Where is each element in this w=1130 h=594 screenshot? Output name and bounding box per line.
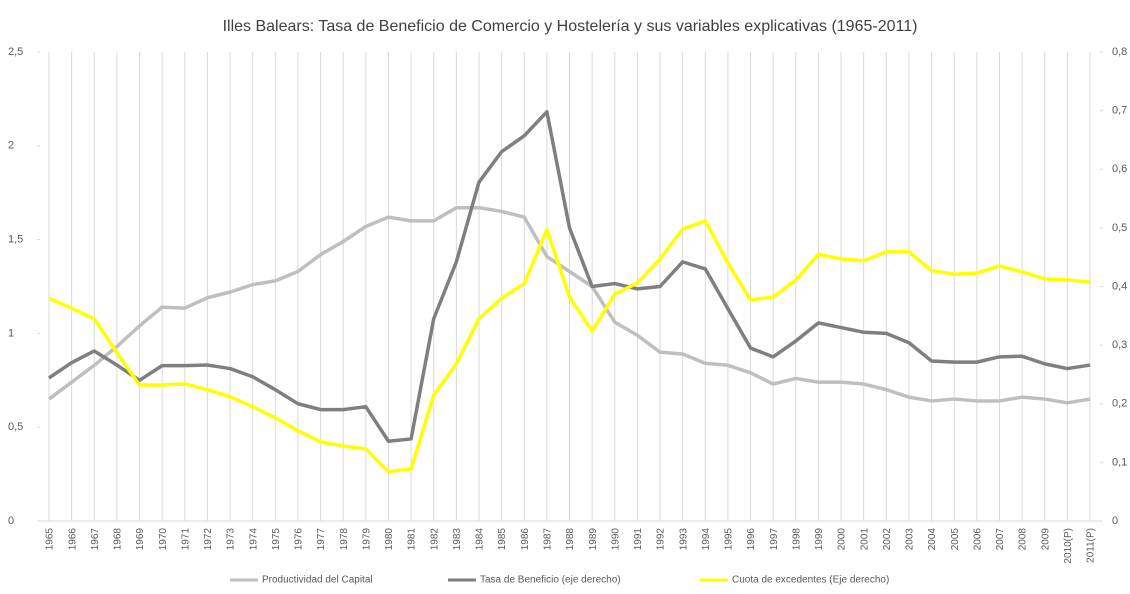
x-tick-label: 1978 — [339, 528, 350, 551]
y2-tick-label: 0,4 — [1112, 280, 1127, 292]
x-tick-label: 1994 — [701, 528, 712, 551]
x-tick-label: 2006 — [972, 528, 983, 551]
x-tick-label: 1966 — [67, 528, 78, 551]
x-tick-label: 2002 — [882, 528, 893, 551]
x-tick-label: 2001 — [859, 528, 870, 551]
x-tick-label: 1990 — [610, 528, 621, 551]
y-tick-label: 0,5 — [8, 421, 23, 433]
x-tick-label: 1995 — [724, 528, 735, 551]
y-tick-label: 0 — [8, 515, 14, 527]
x-tick-label: 1968 — [113, 528, 124, 551]
x-tick-label: 1988 — [565, 528, 576, 551]
y2-tick-label: 0,2 — [1112, 398, 1127, 410]
x-tick-label: 1983 — [452, 528, 463, 551]
x-tick-label: 2000 — [837, 528, 848, 551]
y-tick-label: 1 — [8, 327, 14, 339]
chart-title: Illes Balears: Tasa de Beneficio de Come… — [223, 18, 918, 35]
series-line — [48, 219, 1091, 474]
y2-tick-label: 0,7 — [1112, 105, 1127, 117]
x-tick-label: 1965 — [45, 528, 56, 551]
legend-label: Cuota de excedentes (Eje derecho) — [732, 575, 889, 586]
x-tick-label: 1999 — [814, 528, 825, 551]
y2-tick-label: 0,1 — [1112, 456, 1127, 468]
legend-label: Tasa de Beneficio (eje derecho) — [480, 575, 621, 586]
x-tick-label: 1972 — [203, 528, 214, 551]
x-tick-label: 1996 — [746, 528, 757, 551]
x-tick-label: 2008 — [1018, 528, 1029, 551]
series-line — [47, 205, 1091, 405]
x-tick-label: 1997 — [769, 528, 780, 551]
x-tick-label: 1984 — [475, 528, 486, 551]
x-tick-label: 1967 — [90, 528, 101, 551]
x-tick-label: 1982 — [429, 528, 440, 551]
x-tick-label: 1974 — [248, 528, 259, 551]
series-line — [48, 110, 1091, 444]
x-tick-label: 1976 — [294, 528, 305, 551]
x-tick-label: 1971 — [180, 528, 191, 551]
x-tick-label: 2004 — [927, 528, 938, 551]
y2-tick-label: 0 — [1112, 515, 1118, 527]
x-tick-label: 1981 — [407, 528, 418, 551]
x-tick-label: 2003 — [905, 528, 916, 551]
x-tick-label: 1973 — [226, 528, 237, 551]
x-tick-label: 1992 — [656, 528, 667, 551]
x-tick-label: 1987 — [543, 528, 554, 551]
x-tick-label: 1986 — [520, 528, 531, 551]
x-tick-label: 2010(P) — [1063, 528, 1074, 564]
y2-tick-label: 0,3 — [1112, 339, 1127, 351]
y-tick-label: 2,5 — [8, 46, 23, 58]
x-tick-label: 1980 — [384, 528, 395, 551]
y-tick-label: 1,5 — [8, 234, 23, 246]
x-tick-label: 1985 — [497, 528, 508, 551]
x-tick-label: 1975 — [271, 528, 282, 551]
y-tick-label: 2 — [8, 140, 14, 152]
y2-tick-label: 0,6 — [1112, 163, 1127, 175]
x-tick-label: 2005 — [950, 528, 961, 551]
x-tick-label: 2011(P) — [1086, 528, 1097, 563]
x-tick-label: 1991 — [633, 528, 644, 551]
legend-label: Productividad del Capital — [262, 575, 373, 586]
y2-tick-label: 0,5 — [1112, 222, 1127, 234]
x-tick-label: 1979 — [361, 528, 372, 551]
x-tick-label: 1970 — [158, 528, 169, 551]
x-tick-label: 1969 — [135, 528, 146, 551]
x-tick-label: 2007 — [995, 528, 1006, 551]
x-tick-label: 1998 — [791, 528, 802, 551]
x-tick-label: 2009 — [1040, 528, 1051, 551]
x-tick-label: 1977 — [316, 528, 327, 551]
x-tick-label: 1989 — [588, 528, 599, 551]
y2-tick-label: 0,8 — [1112, 46, 1127, 58]
x-tick-label: 1993 — [678, 528, 689, 551]
